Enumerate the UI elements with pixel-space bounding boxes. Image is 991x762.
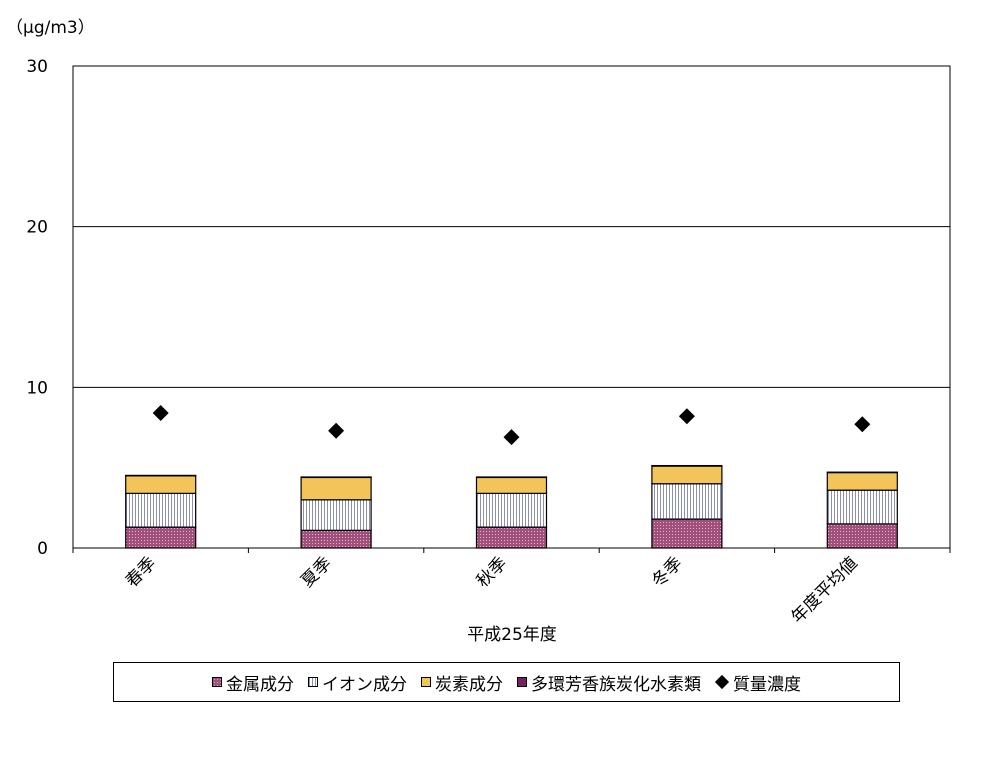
gridlines	[73, 226, 950, 388]
legend-swatch-ion	[308, 677, 318, 687]
bars	[125, 464, 898, 549]
y-tick-label: 0	[37, 539, 48, 559]
x-tick-label: 春季	[122, 553, 160, 591]
bar-segment	[651, 483, 723, 520]
mass-concentration-marker	[678, 408, 695, 425]
legend-label-carbon: 炭素成分	[435, 674, 503, 695]
bar-segment	[651, 518, 723, 549]
x-axis-title: 平成25年度	[467, 625, 557, 645]
bar-segment	[125, 474, 197, 477]
mass-concentration-marker	[152, 405, 169, 422]
legend-item-ion: イオン成分	[308, 670, 407, 695]
plot-frame	[72, 65, 951, 549]
bar-segment	[475, 492, 548, 528]
legend-marker-diamond-icon	[714, 674, 730, 690]
bar-segment	[300, 476, 372, 501]
legend-item-mass: 質量濃度	[714, 670, 801, 695]
x-tick-label: 冬季	[648, 553, 686, 591]
mass-concentration-marker	[503, 429, 520, 446]
unit-label: （μg/m3）	[6, 18, 95, 38]
legend: 金属成分 イオン成分 炭素成分 多環芳香族炭化水素類 質量濃度	[113, 662, 900, 702]
mass-concentration-marker	[328, 422, 345, 439]
legend-item-pah: 多環芳香族炭化水素類	[517, 670, 701, 695]
bar-segment	[826, 489, 898, 525]
bar-segment	[651, 465, 723, 485]
y-tick-label: 10	[26, 378, 48, 398]
bar-segment	[475, 476, 548, 479]
legend-label-metal: 金属成分	[226, 674, 294, 695]
mass-concentration-points	[152, 405, 871, 446]
bar-segment	[125, 475, 197, 494]
bar-segment	[300, 499, 372, 531]
bar-segment	[826, 471, 898, 491]
y-tick-label: 20	[26, 218, 48, 238]
bar-segment	[651, 464, 723, 467]
x-tick-label: 秋季	[473, 553, 511, 591]
bar-segment	[475, 526, 548, 549]
bar-segment	[125, 526, 197, 549]
legend-item-metal: 金属成分	[212, 670, 294, 695]
legend-swatch-pah	[517, 677, 527, 687]
legend-swatch-metal	[212, 677, 222, 687]
bar-segment	[125, 492, 197, 528]
legend-label-pah: 多環芳香族炭化水素類	[531, 674, 701, 695]
legend-swatch-carbon	[421, 677, 431, 687]
legend-label-ion: イオン成分	[322, 674, 407, 695]
legend-item-carbon: 炭素成分	[421, 670, 503, 695]
bar-segment	[475, 476, 548, 494]
bar-segment	[300, 529, 372, 549]
x-tick-label: 夏季	[297, 553, 335, 591]
mass-concentration-marker	[854, 416, 871, 433]
x-tick-label: 年度平均値	[788, 553, 862, 627]
bar-segment	[300, 476, 372, 479]
legend-label-mass: 質量濃度	[733, 674, 801, 695]
y-tick-label: 30	[26, 57, 48, 77]
bar-segment	[826, 471, 898, 474]
bar-segment	[826, 523, 898, 549]
